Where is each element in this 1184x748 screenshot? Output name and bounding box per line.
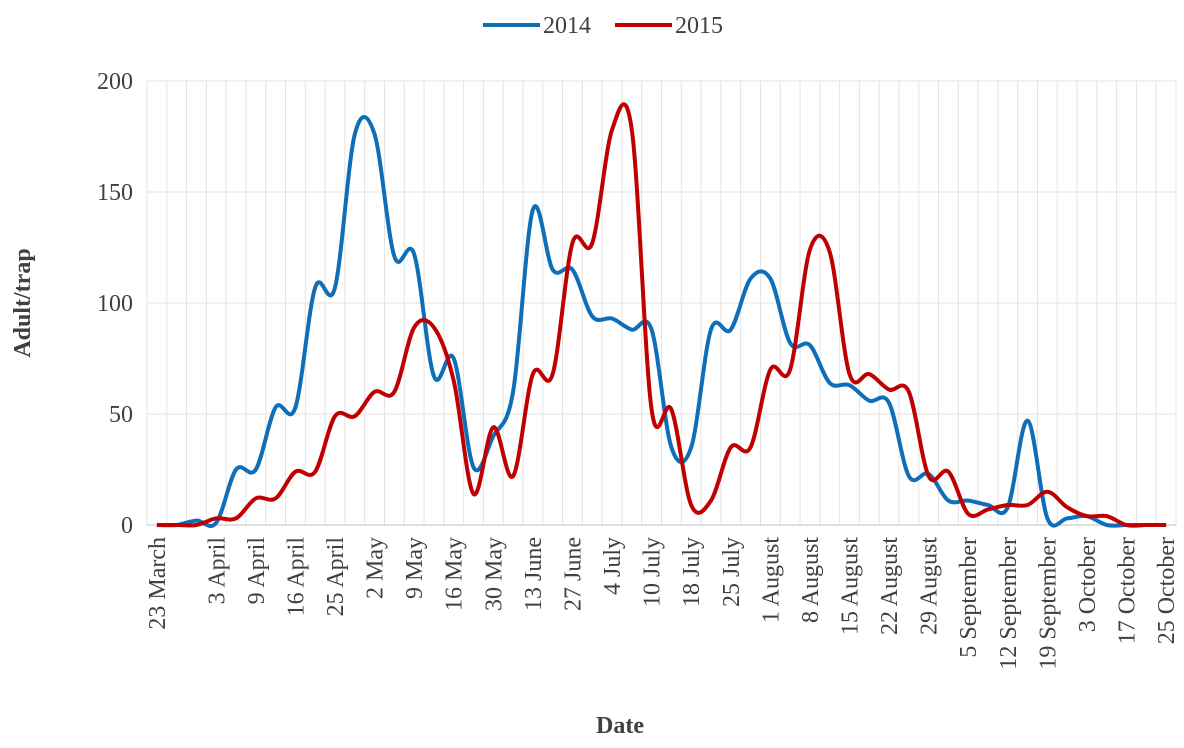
x-tick-label: 25 July — [719, 537, 745, 607]
x-tick-label: 12 September — [996, 537, 1022, 670]
x-tick-label: 29 August — [917, 537, 943, 635]
x-tick-label: 16 May — [442, 537, 468, 611]
y-tick-label: 0 — [121, 513, 133, 539]
y-tick-label: 100 — [97, 291, 133, 317]
x-tick-label: 30 May — [481, 537, 507, 611]
x-tick-label: 13 June — [521, 537, 547, 611]
x-tick-label: 27 June — [560, 537, 586, 611]
series-line — [156, 102, 1167, 528]
x-tick-label: 18 July — [679, 537, 705, 607]
x-tick-label: 5 September — [956, 537, 982, 658]
x-tick-label: 16 April — [283, 537, 309, 617]
y-axis-title: Adult/trap — [10, 248, 36, 357]
x-tick-label: 9 May — [402, 537, 428, 599]
y-tick-label: 50 — [109, 402, 133, 428]
x-tick-label: 22 August — [877, 537, 903, 635]
x-tick-label: 23 March — [145, 537, 171, 630]
x-tick-label: 25 April — [323, 537, 349, 617]
y-tick-label: 200 — [97, 69, 133, 95]
x-tick-label: 17 October — [1115, 537, 1141, 644]
legend-label: 2015 — [675, 13, 723, 39]
x-tick-label: 9 April — [244, 537, 270, 605]
x-tick-label: 3 April — [204, 537, 230, 605]
y-tick-label: 150 — [97, 180, 133, 206]
legend-label: 2014 — [543, 13, 591, 39]
x-tick-label: 3 October — [1075, 537, 1101, 632]
x-tick-label: 19 September — [1035, 537, 1061, 670]
series-line — [156, 115, 1167, 528]
x-tick-label: 15 August — [837, 537, 863, 635]
x-tick-label: 25 October — [1154, 537, 1180, 644]
x-tick-label: 10 July — [640, 537, 666, 607]
x-tick-label: 1 August — [758, 537, 784, 623]
x-axis-title: Date — [596, 713, 644, 739]
x-tick-label: 2 May — [363, 537, 389, 599]
x-tick-label: 4 July — [600, 537, 626, 595]
x-tick-label: 8 August — [798, 537, 824, 623]
